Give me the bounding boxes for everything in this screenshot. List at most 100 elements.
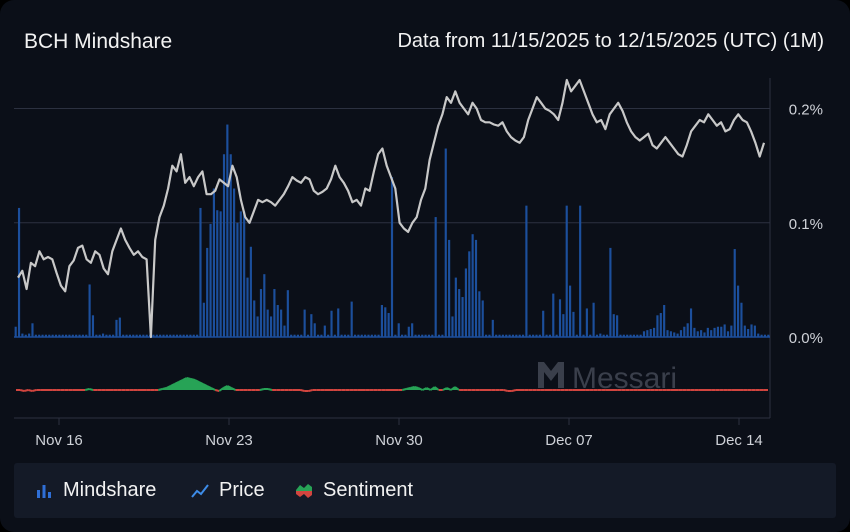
- mindshare-bar[interactable]: [414, 334, 417, 337]
- mindshare-bar[interactable]: [750, 324, 753, 337]
- legend-item-mindshare[interactable]: Mindshare: [34, 479, 156, 502]
- mindshare-chart[interactable]: Messari 0.0%0.1%0.2% Nov 16 Nov 23 Nov 30 D…: [0, 0, 850, 460]
- mindshare-bar[interactable]: [374, 334, 377, 337]
- mindshare-bar[interactable]: [532, 334, 535, 337]
- mindshare-bar[interactable]: [401, 334, 404, 337]
- mindshare-bar[interactable]: [538, 334, 541, 337]
- mindshare-bar[interactable]: [206, 247, 209, 337]
- mindshare-bar[interactable]: [673, 332, 676, 337]
- mindshare-bar[interactable]: [747, 329, 750, 337]
- mindshare-bar[interactable]: [263, 274, 266, 337]
- mindshare-bar[interactable]: [105, 334, 108, 337]
- mindshare-bar[interactable]: [189, 334, 192, 337]
- mindshare-bar[interactable]: [653, 327, 656, 337]
- mindshare-bar[interactable]: [444, 148, 447, 337]
- price-line[interactable]: [17, 78, 766, 339]
- mindshare-bar[interactable]: [686, 323, 689, 337]
- mindshare-bar[interactable]: [427, 334, 431, 337]
- mindshare-bar[interactable]: [128, 334, 131, 337]
- mindshare-bar[interactable]: [118, 317, 121, 337]
- mindshare-bar[interactable]: [169, 334, 172, 337]
- mindshare-bar[interactable]: [185, 334, 189, 337]
- mindshare-bar[interactable]: [14, 326, 17, 337]
- mindshare-bar[interactable]: [95, 334, 98, 337]
- mindshare-bar[interactable]: [51, 334, 54, 337]
- mindshare-bar[interactable]: [370, 334, 373, 337]
- mindshare-bar[interactable]: [320, 334, 323, 337]
- mindshare-bar[interactable]: [209, 223, 212, 337]
- mindshare-bar[interactable]: [48, 334, 51, 337]
- mindshare-bar[interactable]: [743, 325, 746, 337]
- mindshare-bar[interactable]: [599, 333, 602, 337]
- mindshare-bar[interactable]: [726, 331, 730, 337]
- mindshare-bar[interactable]: [515, 334, 518, 337]
- mindshare-bar[interactable]: [142, 334, 145, 337]
- mindshare-bar[interactable]: [350, 301, 353, 337]
- mindshare-bar[interactable]: [269, 316, 273, 337]
- mindshare-bar[interactable]: [700, 330, 703, 337]
- mindshare-bar[interactable]: [246, 277, 249, 337]
- mindshare-bar[interactable]: [259, 289, 263, 337]
- mindshare-bar[interactable]: [202, 302, 205, 337]
- mindshare-bar[interactable]: [693, 327, 696, 337]
- mindshare-bar[interactable]: [367, 334, 370, 337]
- mindshare-bar[interactable]: [642, 331, 646, 337]
- mindshare-bar[interactable]: [605, 334, 609, 337]
- mindshare-bar[interactable]: [377, 334, 380, 337]
- mindshare-bar[interactable]: [68, 334, 71, 337]
- mindshare-bar[interactable]: [498, 334, 501, 337]
- mindshare-bar[interactable]: [585, 308, 588, 337]
- mindshare-bar[interactable]: [229, 154, 232, 337]
- mindshare-bar[interactable]: [216, 210, 219, 337]
- mindshare-bar[interactable]: [152, 334, 155, 337]
- mindshare-bar[interactable]: [38, 334, 41, 337]
- mindshare-bar[interactable]: [196, 334, 199, 337]
- mindshare-bar[interactable]: [340, 334, 343, 337]
- mindshare-bar[interactable]: [179, 334, 182, 337]
- mindshare-bar[interactable]: [122, 334, 125, 337]
- mindshare-bar[interactable]: [468, 251, 471, 337]
- mindshare-bar[interactable]: [471, 234, 474, 337]
- mindshare-bar[interactable]: [273, 289, 276, 337]
- mindshare-bar[interactable]: [723, 324, 726, 337]
- mindshare-bar[interactable]: [290, 334, 293, 337]
- mindshare-bar[interactable]: [88, 284, 91, 337]
- mindshare-bar[interactable]: [575, 334, 578, 337]
- mindshare-bar[interactable]: [219, 211, 222, 337]
- mindshare-bar[interactable]: [595, 334, 599, 337]
- mindshare-bar[interactable]: [582, 334, 585, 337]
- mindshare-bar[interactable]: [451, 316, 454, 337]
- mindshare-bar[interactable]: [669, 331, 672, 337]
- mindshare-bar[interactable]: [491, 319, 494, 337]
- mindshare-bar[interactable]: [448, 239, 451, 337]
- mindshare-bar[interactable]: [226, 124, 229, 338]
- mindshare-bar[interactable]: [293, 334, 296, 337]
- mindshare-bar[interactable]: [280, 309, 283, 337]
- mindshare-bar[interactable]: [75, 334, 78, 337]
- mindshare-bar[interactable]: [511, 334, 515, 337]
- mindshare-bar[interactable]: [437, 334, 441, 337]
- mindshare-bar[interactable]: [138, 334, 142, 337]
- mindshare-bar[interactable]: [380, 305, 383, 337]
- mindshare-bar[interactable]: [192, 334, 195, 337]
- mindshare-bar[interactable]: [162, 334, 165, 337]
- mindshare-bar[interactable]: [616, 315, 619, 337]
- mindshare-bar[interactable]: [313, 323, 316, 337]
- mindshare-bar[interactable]: [528, 334, 531, 337]
- mindshare-bar[interactable]: [474, 239, 478, 337]
- mindshare-bar[interactable]: [249, 246, 252, 337]
- mindshare-bar[interactable]: [441, 334, 444, 337]
- mindshare-bar[interactable]: [710, 330, 713, 337]
- mindshare-bar[interactable]: [485, 334, 488, 337]
- mindshare-bar[interactable]: [31, 323, 34, 337]
- mindshare-bar[interactable]: [696, 331, 699, 337]
- mindshare-bar[interactable]: [71, 334, 74, 337]
- mindshare-bar[interactable]: [404, 334, 407, 337]
- mindshare-bar[interactable]: [333, 334, 336, 337]
- mindshare-bar[interactable]: [175, 334, 179, 337]
- mindshare-bar[interactable]: [763, 334, 767, 337]
- mindshare-bar[interactable]: [730, 325, 733, 337]
- mindshare-bar[interactable]: [626, 334, 629, 337]
- mindshare-bar[interactable]: [612, 314, 615, 337]
- mindshare-bar[interactable]: [296, 334, 299, 337]
